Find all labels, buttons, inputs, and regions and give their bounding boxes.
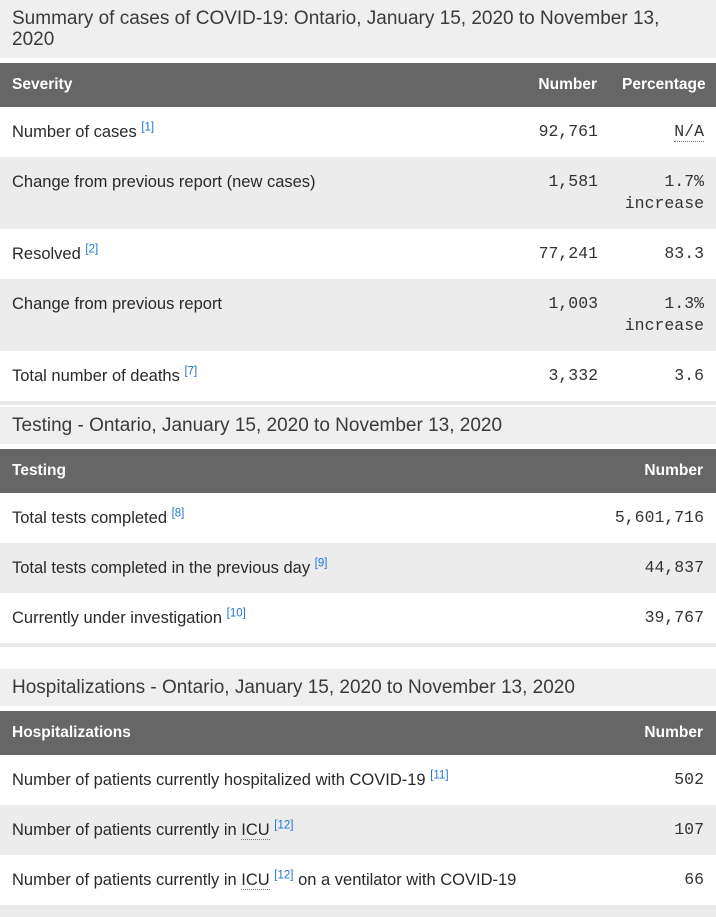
footnote-superscript: [10]: [227, 608, 246, 620]
header-row: Hospitalizations Number: [0, 711, 716, 755]
label-text: Currently under investigation: [12, 609, 227, 627]
column-header-testing: Testing: [0, 449, 596, 493]
column-header-number: Number: [596, 711, 716, 755]
header-row: Severity Number Percentage: [0, 63, 716, 107]
label-cell: Total number of deaths [7]: [0, 351, 500, 403]
label-text: Number of patients currently hospitalize…: [12, 771, 431, 789]
number-cell: 44,837: [644, 558, 704, 577]
number-cell: 107: [674, 820, 704, 839]
label-cell: Number of cases [1]: [0, 107, 500, 157]
abbreviation-term: N/A: [674, 122, 704, 142]
percentage-cell: 83.3: [610, 229, 716, 279]
table-caption-testing: Testing - Ontario, January 15, 2020 to N…: [0, 407, 716, 444]
table-section-testing: Testing - Ontario, January 15, 2020 to N…: [0, 405, 716, 647]
number-cell: 66: [684, 870, 704, 889]
percentage-cell: 1.3% increase: [610, 279, 716, 351]
label-cell: Change from previous report: [0, 279, 500, 351]
column-header-hospitalizations: Hospitalizations: [0, 711, 596, 755]
label-text: Change from previous report: [12, 295, 223, 313]
footnote-superscript: [11]: [430, 770, 448, 782]
table-caption-hospitalizations: Hospitalizations - Ontario, January 15, …: [0, 669, 716, 706]
number-cell: 1,581: [548, 172, 598, 191]
label-text: 3.6: [674, 366, 704, 385]
footnote-link[interactable]: [12]: [274, 819, 294, 832]
table-row: Number of patients currently in ICU [12]…: [0, 805, 716, 855]
table-row: Number of patients currently in ICU [12]…: [0, 855, 716, 907]
label-text: increase: [624, 316, 704, 335]
header-row: Testing Number: [0, 449, 716, 493]
table-row: Change from previous report 1,003 1.3% incr…: [0, 279, 716, 351]
abbreviation-term: ICU: [241, 821, 270, 840]
label-text: Resolved: [12, 245, 86, 263]
percentage-cell: 1.7% increase: [610, 157, 716, 229]
summary-table: Severity Number Percentage Number of cases …: [0, 63, 716, 405]
label-cell: Total tests completed [8]: [0, 493, 596, 543]
table-row: Change from previous report (new cases) 1…: [0, 157, 716, 229]
footnote-superscript: [12]: [274, 820, 293, 832]
table-caption-summary: Summary of cases of COVID-19: Ontario, J…: [0, 0, 716, 58]
column-header-number: Number: [500, 63, 610, 107]
number-cell: 77,241: [538, 244, 598, 263]
footnote-link[interactable]: [9]: [314, 557, 328, 570]
table-row: Total number of deaths [7] 3,332 3.6: [0, 351, 716, 403]
footnote-link[interactable]: [12]: [274, 869, 294, 882]
number-cell: 5,601,716: [614, 508, 704, 527]
footnote-superscript: [8]: [172, 508, 185, 520]
column-header-percentage: Percentage: [610, 63, 716, 107]
label-cell: Number of patients currently in ICU [12]…: [0, 855, 596, 907]
footnote-superscript: [2]: [85, 244, 98, 256]
footnote-link[interactable]: [2]: [85, 243, 99, 256]
footnote-superscript: [12]: [274, 870, 293, 882]
table-section-hospitalizations: Hospitalizations - Ontario, January 15, …: [0, 647, 716, 909]
label-cell: Resolved [2]: [0, 229, 500, 279]
footnote-link[interactable]: [8]: [171, 507, 185, 520]
table-row: Total tests completed [8] 5,601,716: [0, 493, 716, 543]
label-text: Total tests completed: [12, 509, 172, 527]
testing-table: Testing Number Total tests completed [8] 5,…: [0, 449, 716, 647]
label-text: Number of patients currently in: [12, 871, 242, 889]
percentage-cell: 3.6: [610, 351, 716, 403]
label-text: Number of patients currently in: [12, 821, 242, 839]
label-text: Change from previous report (new cases): [12, 173, 316, 191]
label-text: 1.7%: [664, 172, 704, 191]
number-cell: 92,761: [538, 122, 598, 141]
footnote-link[interactable]: [10]: [226, 607, 246, 620]
footnote-superscript: [9]: [315, 558, 328, 570]
footnote-link[interactable]: [7]: [184, 365, 198, 378]
table-row: Currently under investigation [10] 39,767: [0, 593, 716, 645]
label-text: Total number of deaths: [12, 367, 185, 385]
partial-next-row-strip: [0, 909, 716, 917]
label-cell: Currently under investigation [10]: [0, 593, 596, 645]
label-text: Number of cases: [12, 123, 142, 141]
column-header-severity: Severity: [0, 63, 500, 107]
label-text: 1.3%: [664, 294, 704, 313]
label-text: Total tests completed in the previous da…: [12, 559, 315, 577]
table-row: Resolved [2] 77,241 83.3: [0, 229, 716, 279]
label-text: 83.3: [664, 244, 704, 263]
footnote-superscript: [1]: [141, 122, 154, 134]
footnote-link[interactable]: [11]: [430, 769, 449, 782]
label-cell: Change from previous report (new cases): [0, 157, 500, 229]
label-text: increase: [624, 194, 704, 213]
number-cell: 3,332: [548, 366, 598, 385]
table-section-summary: Summary of cases of COVID-19: Ontario, J…: [0, 0, 716, 405]
number-cell: 502: [674, 770, 704, 789]
column-header-number: Number: [596, 449, 716, 493]
footnote-superscript: [7]: [184, 366, 197, 378]
label-text: on a ventilator with COVID-19: [293, 871, 517, 889]
label-cell: Total tests completed in the previous da…: [0, 543, 596, 593]
footnote-link[interactable]: [1]: [141, 121, 155, 134]
table-row: Number of patients currently hospitalize…: [0, 755, 716, 805]
table-row: Total tests completed in the previous da…: [0, 543, 716, 593]
label-cell: Number of patients currently in ICU [12]: [0, 805, 596, 855]
abbreviation-term: ICU: [241, 871, 270, 890]
label-cell: Number of patients currently hospitalize…: [0, 755, 596, 805]
hospitalizations-table: Hospitalizations Number Number of patients…: [0, 711, 716, 909]
number-cell: 1,003: [548, 294, 598, 313]
table-row: Number of cases [1] 92,761 N/A: [0, 107, 716, 157]
percentage-cell: N/A: [610, 107, 716, 157]
number-cell: 39,767: [644, 608, 704, 627]
